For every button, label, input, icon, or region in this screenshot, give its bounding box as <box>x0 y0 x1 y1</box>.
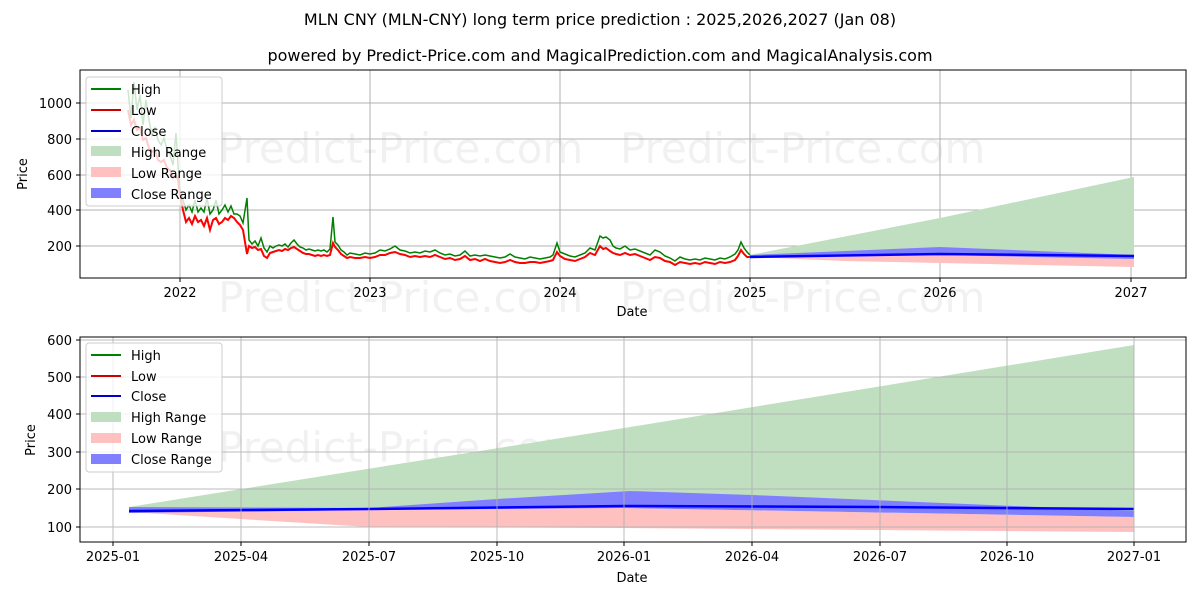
watermark: Predict-Price.com <box>218 124 583 173</box>
y-axis-label: Price <box>16 158 31 190</box>
x-tick-label: 2027 <box>1114 286 1147 301</box>
x-tick-label: 2025 <box>733 286 766 301</box>
y-tick-label: 500 <box>47 371 72 386</box>
low-line <box>127 109 750 267</box>
x-tick-label: 2026-07 <box>853 550 907 565</box>
y-tick-label: 600 <box>47 334 72 349</box>
legend-low-range-label: Low Range <box>131 432 202 447</box>
top-x-axis: 2022 2023 2024 2025 2026 2027 Date <box>163 278 1148 320</box>
y-tick-label: 1000 <box>39 97 72 112</box>
legend-high-range-swatch <box>91 146 121 156</box>
legend-low-label: Low <box>131 104 157 119</box>
y-tick-label: 300 <box>47 446 72 461</box>
low-range-area <box>129 508 1134 532</box>
legend-high-range-label: High Range <box>131 146 206 161</box>
close-range-area <box>129 491 1134 517</box>
legend-close-label: Close <box>131 390 166 405</box>
legend-close-range-swatch <box>91 188 121 198</box>
legend-low-range-swatch <box>91 167 121 177</box>
bottom-x-axis: 2025-01 2025-04 2025-07 2025-10 2026-01 … <box>86 542 1161 586</box>
close-forecast-line <box>749 252 1135 259</box>
legend-low-range-swatch <box>91 433 121 443</box>
x-tick-label: 2023 <box>353 286 386 301</box>
x-tick-label: 2026 <box>923 286 956 301</box>
legend-close-range-swatch <box>91 454 121 464</box>
top-chart: Predict-Price.com Predict-Price.com Pred… <box>16 69 1187 322</box>
legend-high-range-label: High Range <box>131 411 206 426</box>
legend-low-range-label: Low Range <box>131 167 202 182</box>
top-axes-frame <box>79 69 1187 279</box>
legend-high-range-swatch <box>91 412 121 422</box>
legend-close-label: Close <box>131 125 166 140</box>
low-range-area <box>750 255 1134 267</box>
watermark: Predict-Price.com <box>620 273 985 322</box>
x-axis-label: Date <box>616 571 647 586</box>
high-range-area <box>750 177 1134 257</box>
top-y-axis: 200 400 600 800 1000 Price <box>16 97 80 255</box>
chart-subtitle: powered by Predict-Price.com and Magical… <box>267 46 933 65</box>
y-tick-label: 200 <box>47 240 72 255</box>
chart-title: MLN CNY (MLN-CNY) long term price predic… <box>303 10 897 29</box>
x-tick-label: 2024 <box>543 286 576 301</box>
x-tick-label: 2022 <box>163 286 196 301</box>
x-tick-label: 2025-01 <box>86 550 140 565</box>
x-tick-label: 2025-10 <box>470 550 524 565</box>
x-tick-label: 2027-01 <box>1107 550 1161 565</box>
top-legend: High Low Close High Range Low Range Clos… <box>85 76 223 207</box>
watermark: Predict-Price.com <box>218 273 583 322</box>
bottom-chart: Predict-Price.com Predict-Price.com <box>24 334 1187 586</box>
legend-close-range-label: Close Range <box>131 188 212 203</box>
y-tick-label: 400 <box>47 204 72 219</box>
watermark: Predict-Price.com <box>620 124 985 173</box>
bottom-axes-frame <box>79 336 1187 543</box>
x-tick-label: 2025-07 <box>342 550 396 565</box>
x-tick-label: 2026-01 <box>597 550 651 565</box>
y-tick-label: 800 <box>47 133 72 148</box>
legend-low-label: Low <box>131 370 157 385</box>
x-axis-label: Date <box>616 305 647 320</box>
y-axis-label: Price <box>24 424 39 456</box>
bottom-grid <box>80 337 1186 542</box>
bottom-legend: High Low Close High Range Low Range Clos… <box>85 342 223 473</box>
legend-high-label: High <box>131 83 161 98</box>
y-tick-label: 600 <box>47 169 72 184</box>
y-tick-label: 200 <box>47 483 72 498</box>
x-tick-label: 2026-04 <box>725 550 779 565</box>
y-tick-label: 400 <box>47 408 72 423</box>
y-tick-label: 100 <box>47 521 72 536</box>
x-tick-label: 2025-04 <box>214 550 268 565</box>
bottom-y-axis: 100 200 300 400 500 600 Price <box>24 334 80 536</box>
high-range-area <box>129 345 1134 515</box>
legend-close-range-label: Close Range <box>131 453 212 468</box>
x-tick-label: 2026-10 <box>980 550 1034 565</box>
legend-high-label: High <box>131 349 161 364</box>
